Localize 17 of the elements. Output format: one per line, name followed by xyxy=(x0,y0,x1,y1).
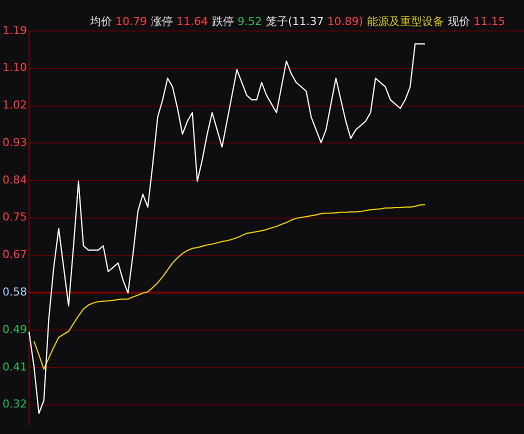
y-tick-label: 0.58 xyxy=(2,286,27,299)
y-tick-label: 0.84 xyxy=(2,173,27,186)
y-tick-label: 0.32 xyxy=(2,398,27,411)
y-tick-label: 1.10 xyxy=(2,61,27,74)
text: 现价 11.15 xyxy=(448,15,506,28)
y-tick-label: 0.75 xyxy=(2,210,27,224)
y-tick-label: 0.41 xyxy=(2,360,27,374)
text: 能源及重型设备 xyxy=(367,15,444,28)
y-tick-label: 1.02 xyxy=(2,98,27,112)
text: 涨停 11.64 xyxy=(151,15,208,28)
y-tick-label: 0.93 xyxy=(2,136,27,149)
text: 跌停 9.52 xyxy=(212,15,262,28)
y-tick-label: 1.19 xyxy=(2,24,27,37)
y-tick-label: 0.49 xyxy=(2,322,27,336)
text: 均价 10.79 xyxy=(90,15,147,28)
text: 笼子(11.37 10.89) xyxy=(266,15,364,28)
y-tick-label: 0.67 xyxy=(2,248,27,262)
